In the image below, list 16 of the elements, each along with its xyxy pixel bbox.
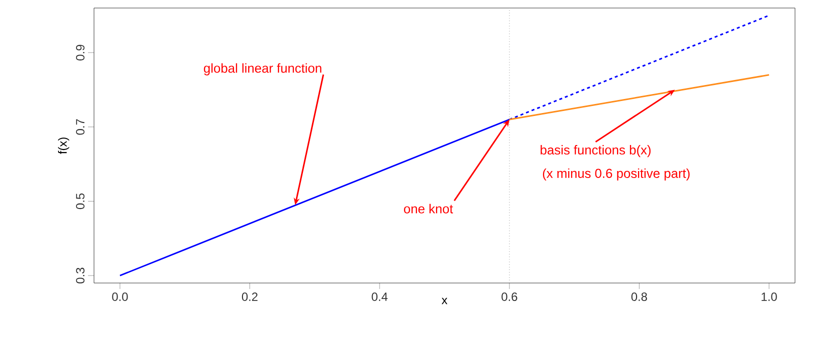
y-tick-label: 0.9 <box>76 44 84 60</box>
x-tick-label: 0.6 <box>502 292 518 301</box>
y-tick-label: 0.5 <box>76 193 84 210</box>
y-tick-label: 0.3 <box>76 268 84 284</box>
x-tick-label: 0.4 <box>372 292 388 301</box>
x-tick-label: 1.0 <box>762 292 777 301</box>
x-tick-label: 0.0 <box>112 292 128 301</box>
y-tick-label: 0.7 <box>76 119 84 135</box>
y-axis-title: f(x) <box>58 138 70 154</box>
annotation: global linear function <box>204 63 322 76</box>
x-tick-label: 0.8 <box>631 292 648 301</box>
x-axis-title: x <box>442 298 448 304</box>
x-tick-label: 0.2 <box>242 292 258 301</box>
annotation: basis functions b(x) <box>540 145 651 158</box>
annotation: (x minus 0.6 positive part) <box>542 168 690 181</box>
annotation: one knot <box>404 204 453 214</box>
